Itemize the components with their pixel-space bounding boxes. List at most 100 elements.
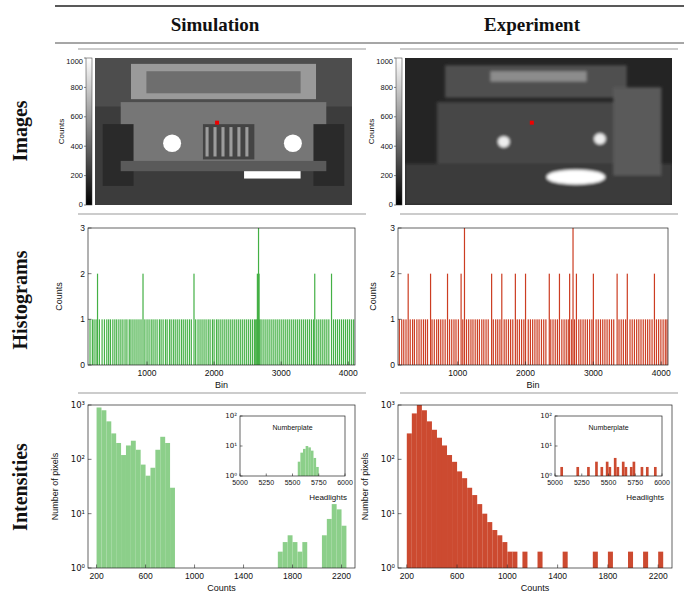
- x-tick-label: 6000: [337, 479, 353, 486]
- histogram-bar: [472, 495, 477, 568]
- bar: [151, 319, 152, 365]
- colorbar-tick-label: 200: [70, 171, 83, 180]
- bar: [523, 319, 524, 365]
- histogram-bar: [422, 410, 427, 568]
- bar: [499, 319, 500, 365]
- bar: [258, 274, 259, 365]
- bar: [328, 319, 329, 365]
- bar: [410, 319, 411, 365]
- y-tick: [555, 416, 558, 417]
- image-wall: [95, 58, 352, 107]
- bar: [199, 319, 200, 365]
- plot-frame: [398, 405, 672, 568]
- bar: [169, 319, 170, 365]
- bar: [497, 319, 498, 365]
- colorbar: [86, 58, 92, 205]
- colorbar-tick-label: 1000: [66, 57, 83, 66]
- bar: [156, 319, 157, 365]
- x-tick: [635, 474, 636, 477]
- x-tick-label: 5250: [258, 479, 274, 486]
- bar: [205, 319, 206, 365]
- inset-title: Numberplate: [588, 424, 628, 432]
- bar: [501, 274, 502, 365]
- bar: [97, 274, 98, 365]
- bar: [201, 319, 202, 365]
- bar: [555, 319, 556, 365]
- bar: [285, 319, 286, 365]
- histogram-bar: [155, 450, 160, 568]
- bar: [479, 319, 480, 365]
- histogram-bar: [297, 552, 302, 568]
- bar: [124, 319, 125, 365]
- x-tick: [281, 362, 282, 366]
- x-tick: [318, 474, 319, 477]
- image-background: [405, 58, 672, 205]
- chart: 200600100014001800220010⁰10¹10²10³Counts…: [50, 400, 355, 593]
- bar: [423, 319, 424, 365]
- histogram-bar: [303, 449, 306, 476]
- colorbar-tick-label: 1000: [376, 57, 393, 66]
- bar: [130, 319, 131, 365]
- bar: [506, 319, 507, 365]
- y-tick: [398, 365, 402, 366]
- histogram-bar: [417, 405, 422, 568]
- bar: [447, 274, 448, 365]
- colorbar-tick-label: 0: [79, 200, 83, 209]
- x-tick: [145, 565, 146, 569]
- histogram-bar: [497, 535, 502, 568]
- bar: [193, 274, 194, 365]
- plot-background: [240, 416, 345, 476]
- row-title: Intensities: [9, 443, 31, 531]
- histogram-bar: [314, 458, 317, 476]
- axis-label: Bin: [215, 380, 228, 390]
- colorbar-tick-label: 800: [380, 83, 393, 92]
- bar: [440, 319, 441, 365]
- x-tick-label: 6000: [654, 479, 670, 486]
- x-tick: [341, 565, 342, 569]
- bar: [636, 319, 637, 365]
- colorbar-tick: [394, 205, 396, 206]
- histogram-bar: [482, 514, 487, 568]
- histogram-bar: [600, 467, 603, 476]
- y-tick-label: 10²: [381, 454, 395, 464]
- grille-bar: [221, 127, 224, 156]
- marks: [399, 228, 668, 365]
- histogram-bar: [150, 468, 155, 568]
- y-tick: [88, 568, 92, 569]
- marks: [407, 405, 663, 568]
- bar: [510, 319, 511, 365]
- grille: [203, 124, 254, 159]
- y-tick-label: 0: [390, 360, 395, 370]
- axis-label: Counts: [57, 119, 66, 144]
- bar: [267, 319, 268, 365]
- bar: [214, 319, 215, 365]
- histogram-bar: [538, 552, 543, 568]
- bar: [146, 319, 147, 365]
- bar: [216, 319, 217, 365]
- bar: [197, 319, 198, 365]
- bar: [431, 319, 432, 365]
- bar: [333, 319, 334, 365]
- chart: 10002000300040000123BinCounts: [54, 223, 358, 390]
- bar: [654, 274, 655, 365]
- bar: [265, 319, 266, 365]
- y-tick: [398, 273, 402, 274]
- bar: [318, 319, 319, 365]
- histogram-bar: [131, 441, 136, 568]
- column-title: Simulation: [171, 14, 260, 35]
- bar: [307, 319, 308, 365]
- inset-chart: 5000525055005750600010⁰10¹10²Numberplate: [540, 412, 670, 486]
- histogram-bar: [457, 471, 462, 568]
- marks: [560, 458, 656, 476]
- colorbar-tick: [84, 146, 86, 147]
- bar: [425, 319, 426, 365]
- colorbar-tick: [84, 175, 86, 176]
- bar: [154, 319, 155, 365]
- bar: [257, 274, 258, 365]
- bar: [436, 319, 437, 365]
- bar: [632, 319, 633, 365]
- y-tick: [88, 513, 92, 514]
- x-tick-label: 5750: [627, 479, 643, 486]
- bar: [606, 319, 607, 365]
- bar: [449, 319, 450, 365]
